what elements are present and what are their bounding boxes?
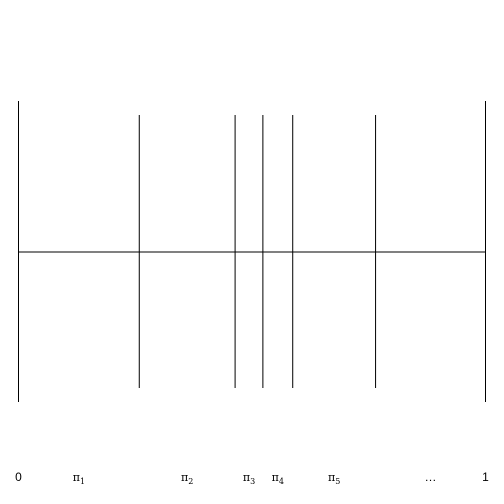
label-pi3-base: π — [243, 471, 250, 484]
label-dots: … — [425, 470, 437, 484]
label-pi3-subscript: 3 — [250, 477, 255, 486]
label-one: 1 — [482, 470, 489, 484]
label-pi5-base: π — [328, 471, 335, 484]
label-pi1-subscript: 1 — [80, 477, 85, 486]
label-pi4-base: π — [272, 471, 279, 484]
label-pi4: π4 — [272, 471, 284, 486]
label-zero: 0 — [15, 470, 22, 484]
label-pi5: π5 — [328, 471, 340, 486]
label-pi4-subscript: 4 — [279, 477, 284, 486]
label-pi1: π1 — [73, 471, 85, 486]
label-pi2: π2 — [181, 471, 193, 486]
label-pi3: π3 — [243, 471, 255, 486]
label-pi1-base: π — [73, 471, 80, 484]
label-pi2-base: π — [181, 471, 188, 484]
label-pi5-subscript: 5 — [335, 477, 340, 486]
label-pi2-subscript: 2 — [188, 477, 193, 486]
